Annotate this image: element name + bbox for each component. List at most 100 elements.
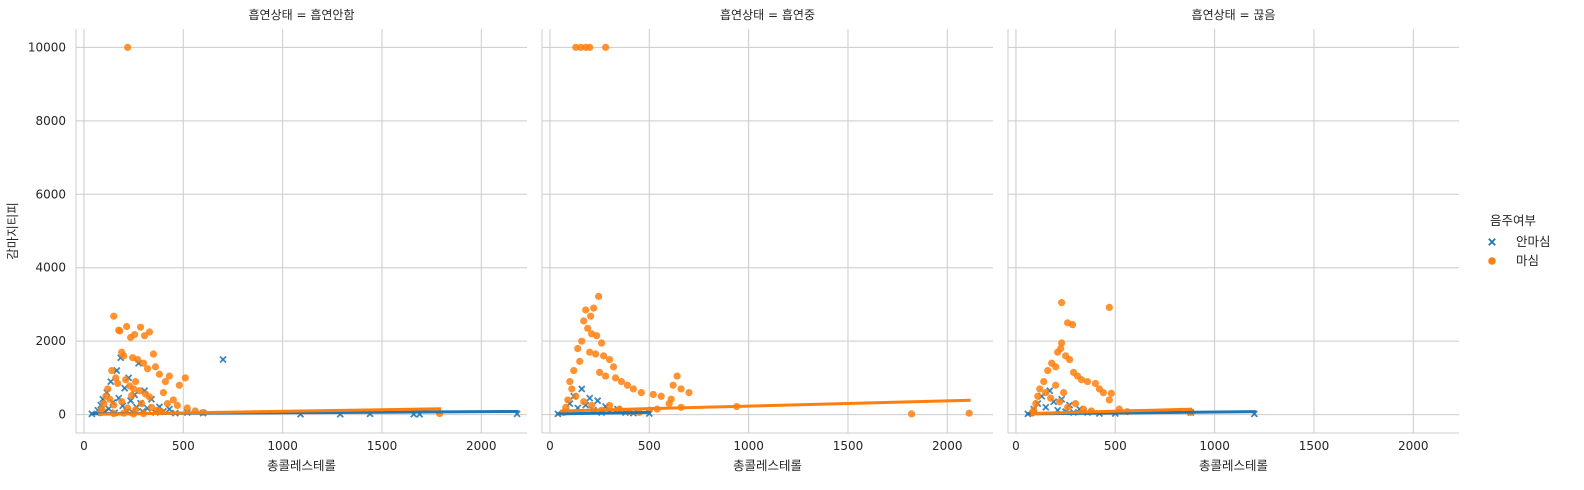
data-point-x xyxy=(578,385,586,393)
x-tick-label: 2000 xyxy=(1398,439,1429,453)
data-point xyxy=(1034,392,1042,400)
data-point xyxy=(120,352,128,360)
data-point xyxy=(149,350,158,358)
data-point xyxy=(145,393,154,401)
data-point xyxy=(1060,389,1068,397)
facet-panel-1: 0 500 1000 1500 2000 0 2000 4000 6000 8000 10000 총콜… xyxy=(5,8,527,473)
legend-label: 안마심 xyxy=(1516,234,1551,249)
data-point xyxy=(147,403,156,411)
data-point xyxy=(588,401,596,410)
regression-line xyxy=(1030,407,1193,416)
data-point xyxy=(677,385,685,393)
facet-title: 흡연상태 = 흡연중 xyxy=(720,8,815,22)
x-tick-label: 2000 xyxy=(466,439,497,453)
data-point xyxy=(592,350,600,358)
data-point xyxy=(596,368,604,376)
y-tick-label: 6000 xyxy=(35,187,66,201)
data-point xyxy=(136,323,145,331)
y-axis-label: 감마지티피 xyxy=(5,202,20,260)
data-point xyxy=(1077,376,1086,384)
data-point xyxy=(598,339,606,347)
legend-marker-circle xyxy=(1488,257,1496,265)
x-tick-label: 0 xyxy=(1012,439,1020,453)
facet-panel-2: 0 500 1000 1500 2000 총콜레스테롤 흡연상태 = 흡연중 xyxy=(541,8,993,473)
regression-line xyxy=(560,398,971,413)
data-point xyxy=(907,410,916,418)
plot-area xyxy=(1024,299,1258,418)
data-point xyxy=(112,374,120,382)
data-point xyxy=(140,332,149,340)
data-point xyxy=(673,372,681,380)
x-tick-label: 500 xyxy=(638,439,661,453)
plot-area xyxy=(88,43,521,418)
data-point xyxy=(1105,396,1113,404)
data-point xyxy=(159,389,168,397)
data-point xyxy=(122,376,130,384)
data-point xyxy=(143,365,152,373)
data-point xyxy=(623,381,632,389)
data-point xyxy=(173,401,181,410)
data-point xyxy=(124,404,132,412)
data-point xyxy=(165,372,173,380)
x-tick-label: 0 xyxy=(80,439,88,453)
data-point xyxy=(580,398,588,406)
data-point xyxy=(133,355,142,364)
data-point xyxy=(586,43,594,51)
data-point xyxy=(1068,321,1077,329)
x-tick-label: 1000 xyxy=(1199,439,1230,453)
data-point-x xyxy=(1042,403,1050,411)
facet-title: 흡연상태 = 끊음 xyxy=(1192,8,1276,22)
data-point xyxy=(580,317,588,325)
data-point xyxy=(587,312,595,320)
data-point xyxy=(128,391,136,400)
data-point xyxy=(145,328,154,336)
data-point xyxy=(114,379,122,388)
data-point xyxy=(155,370,164,378)
facet-panel-3: 0 500 1000 1500 2000 총콜레스테롤 흡연상태 = 끊음 xyxy=(1007,8,1459,473)
data-point xyxy=(1044,366,1052,375)
data-point xyxy=(131,330,139,339)
data-point xyxy=(965,409,973,417)
data-point xyxy=(163,400,171,408)
data-point xyxy=(1052,381,1060,389)
x-tick-label: 1000 xyxy=(267,439,298,453)
series-마심 xyxy=(1028,299,1195,417)
legend-label: 마심 xyxy=(1516,253,1539,268)
data-point xyxy=(183,404,191,412)
x-axis-label: 총콜레스테롤 xyxy=(733,458,802,473)
data-point xyxy=(1040,377,1048,386)
plot-area xyxy=(554,43,973,418)
data-point xyxy=(1091,379,1100,388)
data-point xyxy=(151,363,160,371)
data-point xyxy=(605,401,614,410)
data-point xyxy=(116,327,124,335)
data-point xyxy=(161,377,170,386)
series-마심 xyxy=(96,43,444,418)
y-tick-label: 2000 xyxy=(35,334,66,348)
data-point xyxy=(566,377,574,386)
x-tick-label: 500 xyxy=(172,439,195,453)
data-point xyxy=(577,43,585,51)
data-point xyxy=(564,396,572,404)
data-point xyxy=(104,385,112,393)
x-tick-label: 0 xyxy=(546,439,554,453)
data-point xyxy=(100,400,108,408)
x-tick-label: 2000 xyxy=(932,439,963,453)
data-point xyxy=(124,43,132,51)
data-point xyxy=(574,344,582,353)
data-point xyxy=(576,357,584,365)
data-point xyxy=(123,322,131,331)
x-tick-label: 1500 xyxy=(833,439,864,453)
data-point xyxy=(1036,385,1044,393)
y-tick-label: 4000 xyxy=(35,261,66,275)
data-point-x xyxy=(586,394,594,402)
data-point xyxy=(181,374,189,382)
legend-entry: 마심 xyxy=(1488,253,1539,268)
data-point xyxy=(629,385,637,393)
regression-line xyxy=(98,407,442,416)
data-point xyxy=(1058,299,1066,307)
data-point xyxy=(1071,400,1080,408)
x-tick-label: 1500 xyxy=(1299,439,1330,453)
